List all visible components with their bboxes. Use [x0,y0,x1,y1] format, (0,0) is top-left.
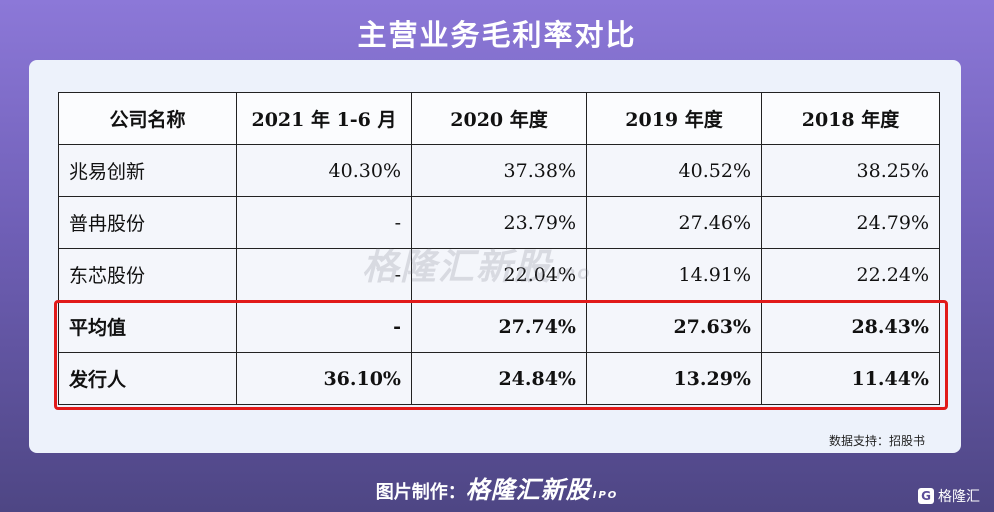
footer-credit: 图片制作：格隆汇新股 IPO [0,470,994,505]
header-2020: 2020 年度 [411,92,587,145]
table-cell: 14.91% [586,248,762,301]
corner-logo-text: 格隆汇 [938,489,980,505]
header-2021h1: 2021 年 1-6 月 [236,92,412,145]
gelonghui-logo-icon: G [918,488,934,504]
company-name: 东芯股份 [58,248,237,301]
table-cell: 11.44% [761,352,940,405]
table-cell: 27.74% [411,300,587,353]
table-row-average: 平均值 - 27.74% 27.63% 28.43% [58,300,940,353]
table-cell: - [236,300,412,353]
data-source-note: 数据支持：招股书 [828,434,925,448]
company-name: 平均值 [58,300,237,353]
company-name: 兆易创新 [58,144,237,197]
table-row-issuer: 发行人 36.10% 24.84% 13.29% 11.44% [58,352,940,405]
table-cell: 24.79% [761,196,940,249]
table-cell: - [236,248,412,301]
table-cell: 27.63% [586,300,762,353]
table-cell: 13.29% [586,352,762,405]
header-2019: 2019 年度 [586,92,762,145]
table-cell: 27.46% [586,196,762,249]
gross-margin-table: 公司名称 2021 年 1-6 月 2020 年度 2019 年度 2018 年… [58,92,940,405]
table-cell: - [236,196,412,249]
table-cell: 22.04% [411,248,587,301]
table-header-row: 公司名称 2021 年 1-6 月 2020 年度 2019 年度 2018 年… [58,92,940,145]
table-cell: 40.30% [236,144,412,197]
page-title: 主营业务毛利率对比 [357,18,637,52]
header-company: 公司名称 [58,92,237,145]
table-card: 公司名称 2021 年 1-6 月 2020 年度 2019 年度 2018 年… [29,60,961,453]
table-cell: 24.84% [411,352,587,405]
table-cell: 36.10% [236,352,412,405]
corner-logo: G 格隆汇 [918,486,980,506]
table-cell: 40.52% [586,144,762,197]
table-cell: 28.43% [761,300,940,353]
footer-prefix: 图片制作： [375,482,466,503]
company-name: 发行人 [58,352,237,405]
footer-brand: 格隆汇新股 [465,476,591,504]
table-row: 普冉股份 - 23.79% 27.46% 24.79% [58,196,940,249]
header-2018: 2018 年度 [761,92,940,145]
footer-brand-ipo: IPO [592,490,619,501]
table-row: 兆易创新 40.30% 37.38% 40.52% 38.25% [58,144,940,197]
company-name: 普冉股份 [58,196,237,249]
table-row: 东芯股份 - 22.04% 14.91% 22.24% [58,248,940,301]
table-cell: 23.79% [411,196,587,249]
table-cell: 22.24% [761,248,940,301]
table-cell: 37.38% [411,144,587,197]
table-cell: 38.25% [761,144,940,197]
